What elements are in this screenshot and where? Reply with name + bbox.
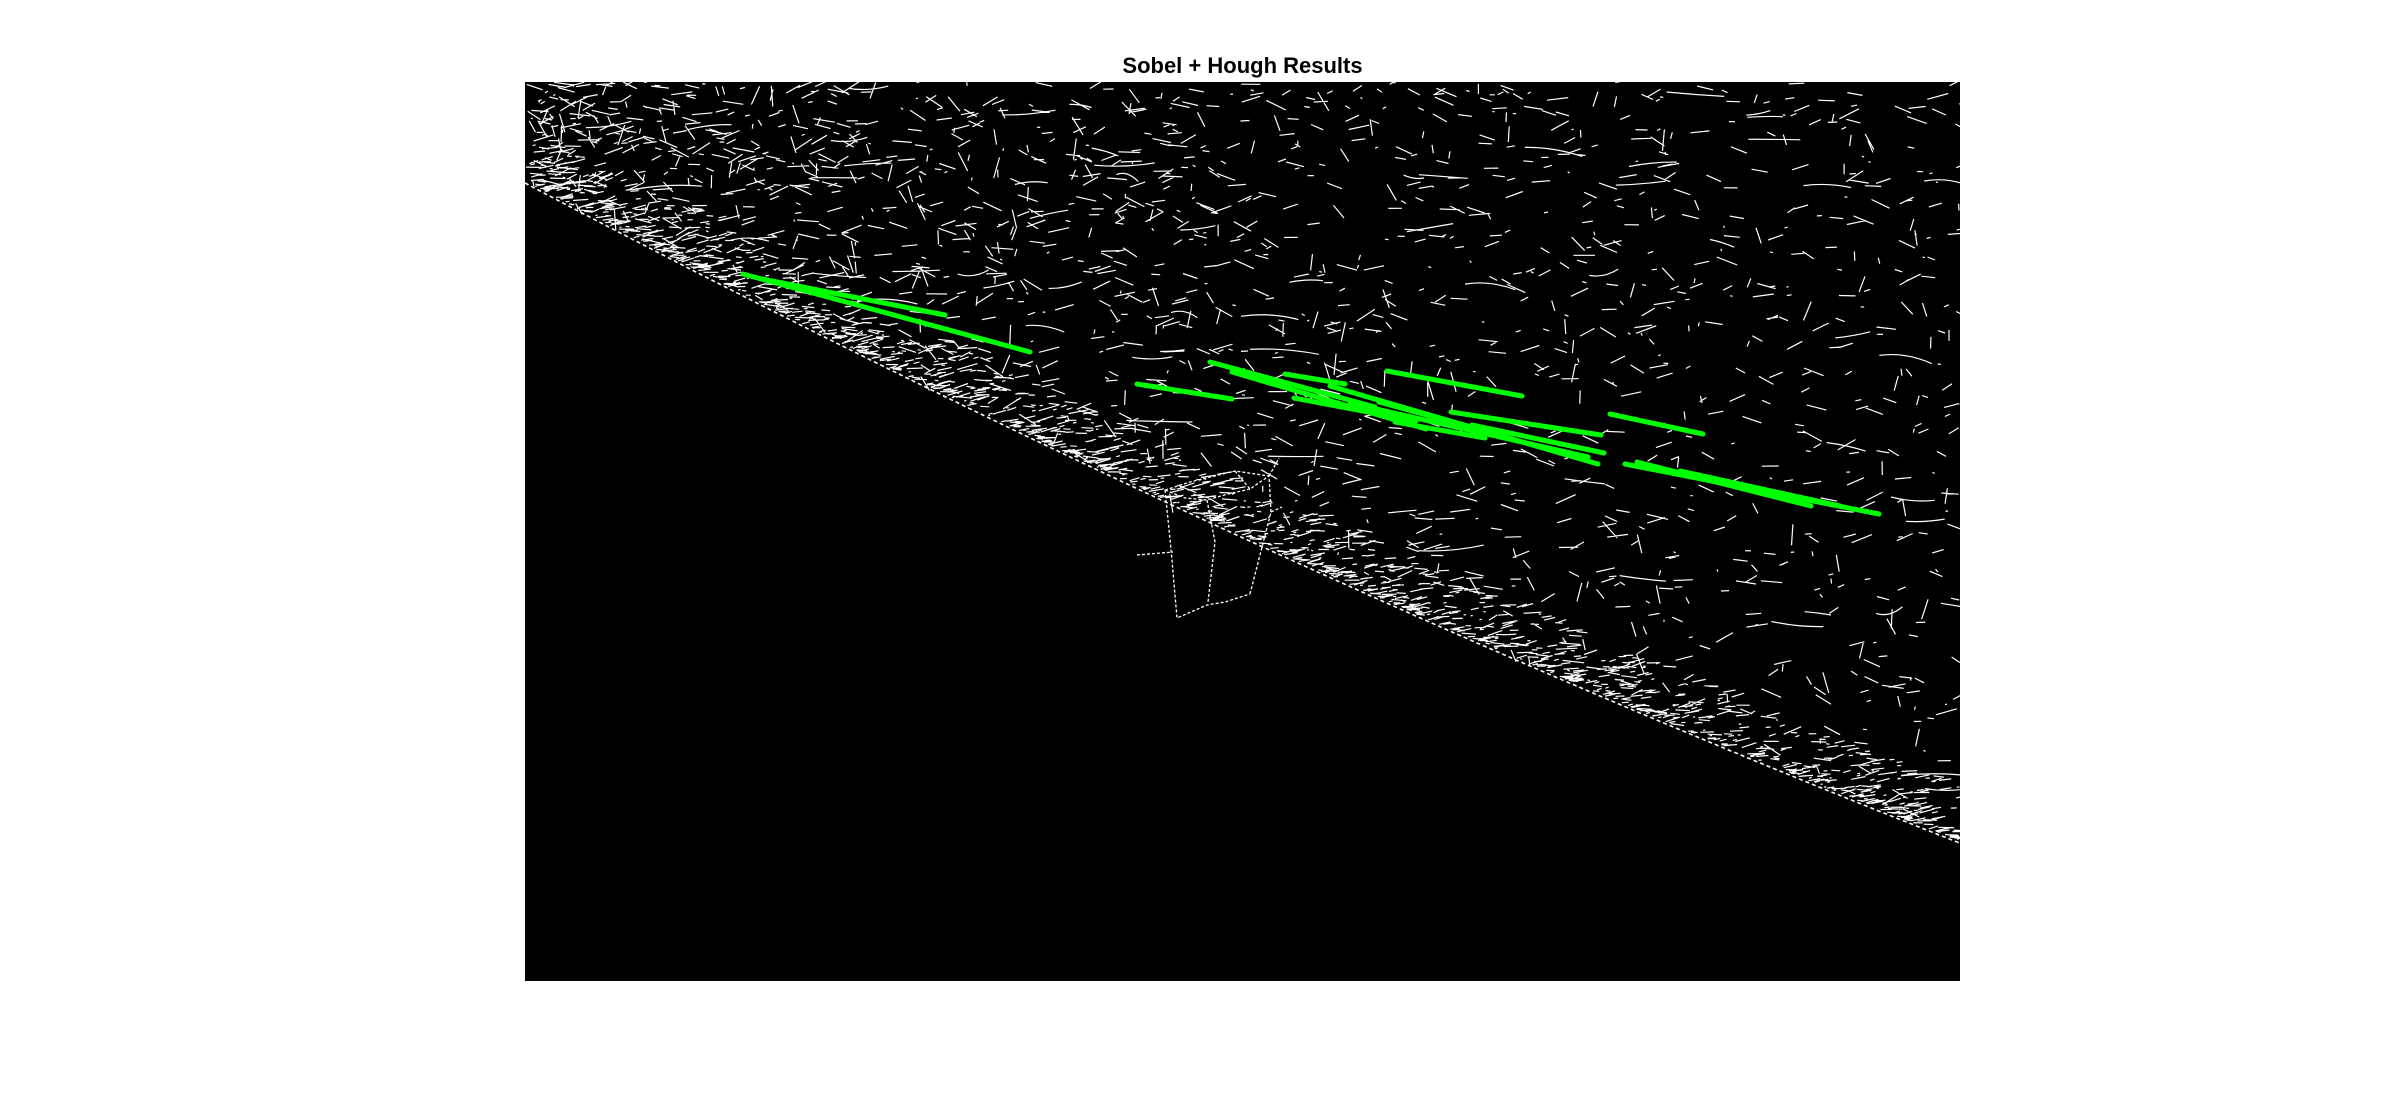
object-edge-right [1249, 511, 1272, 595]
hough-line-segment [1376, 399, 1506, 439]
edge-image [525, 82, 1960, 981]
edge-image-canvas [525, 82, 1960, 981]
hough-line-segment [1207, 359, 1378, 410]
object-edge-outline [1136, 457, 1283, 619]
hough-line-segment [1384, 368, 1525, 399]
hough-line-segment [1448, 409, 1604, 438]
object-edge-antenna-right [1270, 506, 1283, 513]
hough-line-segment [1229, 369, 1429, 432]
sobel-edge-layer [525, 82, 1960, 844]
hough-line-segment [1634, 459, 1814, 509]
hough-line-segment [1469, 422, 1607, 456]
hough-line-layer [740, 271, 1882, 517]
hough-line-segment [1607, 411, 1706, 437]
edge-fragments [525, 82, 1960, 840]
object-edge-middle [1206, 499, 1216, 603]
object-edge-antenna-left [1136, 551, 1174, 556]
object-edge-antenna-top [1268, 457, 1280, 477]
hough-line-segment [1291, 395, 1419, 424]
hough-line-segment [1134, 381, 1235, 402]
object-edge-top-front [1164, 488, 1251, 501]
object-edge-roof [1234, 470, 1270, 490]
axes-title: Sobel + Hough Results [1122, 53, 1363, 78]
hough-line-segment [1392, 419, 1488, 441]
hough-line-segment [1282, 371, 1348, 387]
hough-line-segment [1347, 400, 1591, 460]
hough-line-segment [1677, 468, 1843, 509]
horizon-edge [525, 182, 1960, 844]
hough-line-segment [759, 276, 948, 318]
